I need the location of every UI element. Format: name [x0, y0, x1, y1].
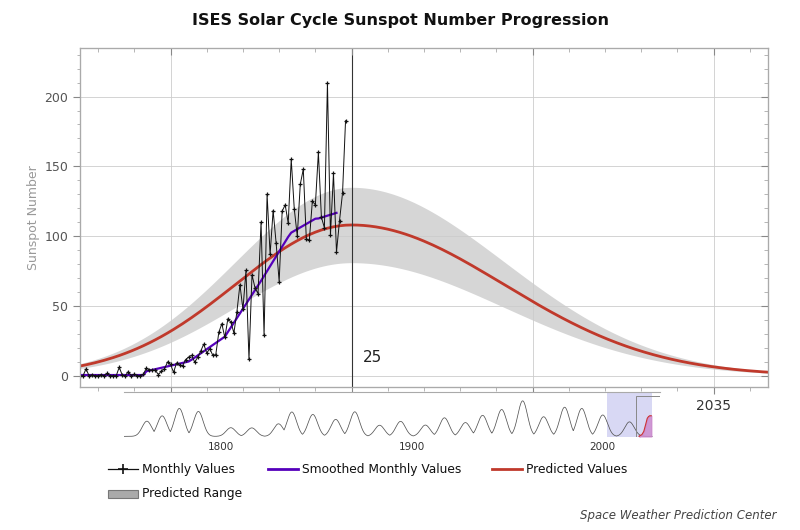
Y-axis label: Sunspot Number: Sunspot Number [27, 165, 40, 270]
Text: Space Weather Prediction Center: Space Weather Prediction Center [579, 509, 776, 522]
Text: 25: 25 [362, 350, 382, 365]
Text: Predicted Range: Predicted Range [142, 488, 242, 500]
Text: Smoothed Monthly Values: Smoothed Monthly Values [302, 463, 462, 475]
Bar [636, 396, 672, 437]
X-axis label: Universal Time: Universal Time [372, 416, 476, 429]
Text: Monthly Values: Monthly Values [142, 463, 235, 475]
Text: Predicted Values: Predicted Values [526, 463, 628, 475]
Text: ISES Solar Cycle Sunspot Number Progression: ISES Solar Cycle Sunspot Number Progress… [191, 13, 609, 28]
Bar [606, 388, 652, 437]
